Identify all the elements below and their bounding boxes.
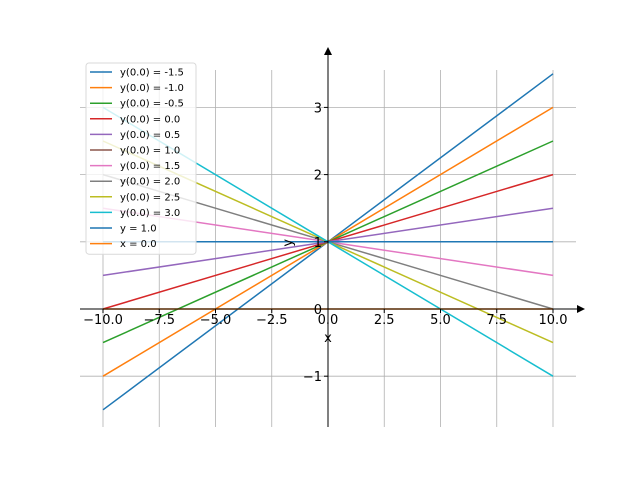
y-tick-label-2: 1 [314,236,322,251]
x-tick-label-3: −2.5 [256,313,288,328]
legend-box [85,62,197,255]
x-tick-label-8: 10.0 [539,313,568,328]
x-tick-label-4: 0.0 [318,313,339,328]
legend-label-8: y(0.0) = 2.5 [120,192,180,203]
x-tick-label-7: 7.5 [486,313,507,328]
y-tick-label-3: 2 [314,169,322,184]
legend-label-11: x = 0.0 [120,239,157,250]
x-tick-label-5: 2.5 [374,313,395,328]
y-tick-label-0: −1 [303,370,322,385]
legend-label-2: y(0.0) = -0.5 [120,99,184,110]
x-tick-label-0: −10.0 [83,313,123,328]
y-axis-arrow [324,47,332,55]
x-tick-label-2: −5.0 [200,313,232,328]
ticks: −10.0 −7.5 −5.0 −2.5 0.0 2.5 5.0 7.5 10.0 −1 0 1 2 3 [83,101,567,385]
legend-label-6: y(0.0) = 1.5 [120,161,180,172]
legend-label-1: y(0.0) = -1.0 [120,83,184,94]
x-tick-label-1: −7.5 [143,313,175,328]
y-tick-label-4: 3 [314,101,322,116]
legend-label-10: y = 1.0 [120,224,157,235]
legend-label-4: y(0.0) = 0.5 [120,130,180,141]
x-tick-label-6: 5.0 [430,313,451,328]
legend-label-0: y(0.0) = -1.5 [120,68,184,79]
legend: y(0.0) = -1.5 y(0.0) = -1.0 y(0.0) = -0.5 y… [85,62,197,255]
x-axis-label: x [324,331,332,346]
legend-label-7: y(0.0) = 2.0 [120,177,180,188]
legend-label-5: y(0.0) = 1.0 [120,146,180,157]
legend-label-3: y(0.0) = 0.0 [120,114,180,125]
axes [80,47,585,427]
y-axis-label: y [281,239,296,247]
y-tick-label-1: 0 [314,303,322,318]
legend-label-9: y(0.0) = 3.0 [120,208,180,219]
x-axis-arrow [577,305,585,313]
